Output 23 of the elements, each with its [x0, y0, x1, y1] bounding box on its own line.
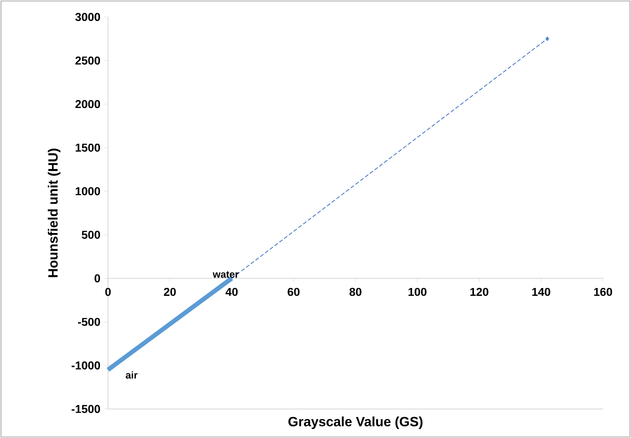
- y-tick-label: 500: [82, 230, 100, 239]
- x-tick-label: 120: [470, 288, 488, 296]
- x-tick-label: 0: [105, 288, 111, 296]
- annotation: water: [212, 271, 239, 278]
- y-tick-label: -1500: [72, 404, 100, 414]
- x-tick-label: 40: [226, 288, 238, 296]
- y-tick-label: 1500: [76, 144, 100, 152]
- y-tick-label: -500: [78, 318, 100, 326]
- y-tick-label: 0: [94, 274, 100, 282]
- x-tick-label: 20: [164, 288, 176, 296]
- y-tick-label: 2000: [75, 100, 100, 108]
- y-tick-label: 2500: [75, 56, 100, 65]
- x-tick-label: 160: [594, 288, 612, 296]
- y-tick-label: 1000: [76, 187, 100, 196]
- x-tick-label: 140: [532, 288, 550, 296]
- y-tick-label: -1000: [72, 361, 100, 370]
- x-tick-label: 80: [349, 288, 362, 296]
- x-tick-label: 60: [288, 288, 300, 296]
- x-axis-title: Grayscale Value (GS): [288, 416, 422, 430]
- y-axis-title: Hounsfield unit (HU): [48, 148, 60, 278]
- annotation: air: [126, 371, 138, 379]
- x-tick-label: 100: [408, 288, 426, 296]
- y-tick-label: 3000: [75, 12, 100, 22]
